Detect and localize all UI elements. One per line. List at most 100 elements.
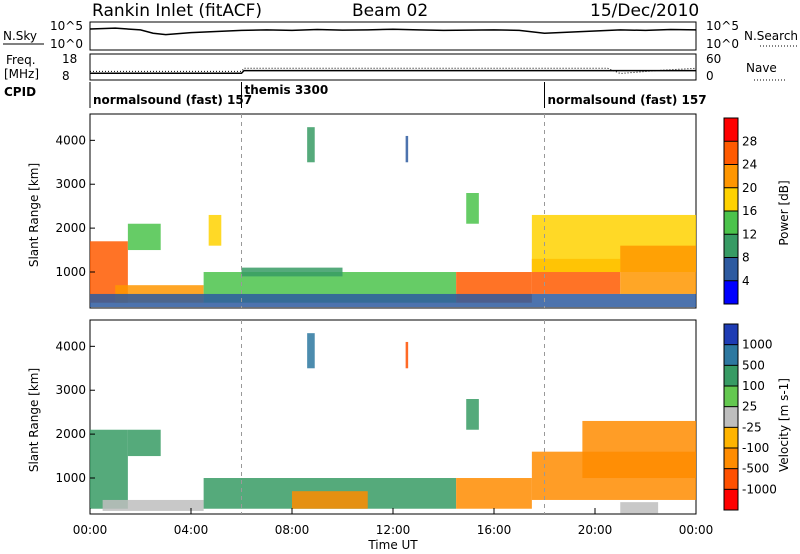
beam-title: Beam 02 <box>352 1 428 21</box>
colorbar-segment <box>724 448 738 469</box>
colorbar-segment <box>724 427 738 448</box>
colorbar-frame <box>723 323 739 511</box>
colorbar-tick-label: 12 <box>742 227 757 241</box>
colorbar-segment <box>724 344 738 366</box>
colorbar-tick-label: 100 <box>742 379 765 393</box>
velocity-y-axis-label: Slant Range [km] <box>27 368 41 472</box>
colorbar-segment <box>724 468 738 490</box>
colorbar-segment <box>724 118 738 142</box>
station-title: Rankin Inlet (fitACF) <box>92 1 262 21</box>
data-region <box>241 267 343 277</box>
frequency-series-line <box>90 69 696 74</box>
y-tick-label: 3000 <box>55 177 86 191</box>
data-region <box>102 499 204 511</box>
cpid-segment-text: themis 3300 <box>245 83 329 97</box>
colorbar-tick-label: -1000 <box>742 482 777 496</box>
noise-right-tick-top: 10^5 <box>706 19 739 33</box>
nave-tick-top: 60 <box>706 52 721 66</box>
x-tick-label: 04:00 <box>174 523 209 537</box>
cpid-label: CPID <box>4 85 36 99</box>
colorbar-tick-label: 20 <box>742 181 757 195</box>
velocity-colorbar-label: Velocity [m s-1] <box>777 378 791 472</box>
colorbar-segment <box>724 489 738 510</box>
data-region <box>405 341 409 369</box>
colorbar-segment <box>724 257 738 281</box>
nave-tick-bottom: 0 <box>706 69 714 83</box>
x-tick-label: 00:00 <box>73 523 108 537</box>
colorbar-tick-label: 1000 <box>742 338 773 352</box>
colorbar-segment <box>724 211 738 235</box>
x-tick-label: 08:00 <box>275 523 310 537</box>
velocity-panel: 1000 2000 3000 4000 00:00 04:00 08:00 12:00 16:0… <box>27 319 791 552</box>
data-region <box>90 429 128 509</box>
x-tick-label: 00:00 <box>679 523 714 537</box>
data-region <box>466 193 479 224</box>
y-tick-label: 1000 <box>55 265 86 279</box>
data-region <box>90 293 696 308</box>
nsky-series-line <box>89 27 697 36</box>
nave-series-line <box>90 67 697 75</box>
data-region <box>620 502 659 514</box>
power-colorbar-label: Power [dB] <box>777 180 791 245</box>
data-region <box>127 429 161 457</box>
colorbar-tick-label: 500 <box>742 358 765 372</box>
colorbar-tick-label: 8 <box>742 251 750 265</box>
data-region <box>466 399 479 430</box>
noise-left-tick-top: 10^5 <box>50 19 83 33</box>
y-tick-label: 1000 <box>55 471 86 485</box>
colorbar-tick-label: -25 <box>742 420 762 434</box>
colorbar-segment <box>724 280 738 304</box>
noise-right-label: N.Search <box>744 29 798 43</box>
y-tick-label: 4000 <box>55 133 86 147</box>
data-region <box>307 127 315 163</box>
colorbar-tick-label: 25 <box>742 400 757 414</box>
data-region <box>405 135 409 163</box>
data-region <box>620 245 696 294</box>
x-axis-label: Time UT <box>367 538 418 552</box>
colorbar-segment <box>724 386 738 407</box>
colorbar-segment <box>724 324 738 345</box>
noise-left-label: N.Sky <box>3 29 37 43</box>
date-title: 15/Dec/2010 <box>590 1 699 21</box>
colorbar-segment <box>724 141 738 165</box>
y-tick-label: 4000 <box>55 339 86 353</box>
colorbar-segment <box>724 234 738 258</box>
y-tick-label: 2000 <box>55 221 86 235</box>
freq-tick-top: 18 <box>62 52 77 66</box>
nave-label: Nave <box>746 61 777 75</box>
noise-left-tick-bottom: 10^0 <box>50 37 83 51</box>
colorbar-segment <box>724 187 738 211</box>
colorbar-tick-label: 16 <box>742 204 757 218</box>
data-region <box>456 478 532 509</box>
y-tick-label: 3000 <box>55 383 86 397</box>
data-region <box>582 420 696 479</box>
frequency-panel: Freq. [MHz] 18 8 60 0 Nave <box>4 52 785 83</box>
colorbar-tick-label: -500 <box>742 462 769 476</box>
x-tick-label: 20:00 <box>578 523 613 537</box>
colorbar-segment <box>724 365 738 386</box>
freq-unit-label: [MHz] <box>4 67 39 81</box>
cpid-segment-text: normalsound (fast) 157 <box>93 93 252 107</box>
data-region <box>292 491 368 509</box>
freq-tick-bottom: 8 <box>62 69 70 83</box>
data-region <box>307 333 315 369</box>
colorbar-tick-label: -100 <box>742 441 769 455</box>
freq-label: Freq. <box>6 53 36 67</box>
data-region <box>127 223 161 251</box>
colorbar-tick-label: 28 <box>742 134 757 148</box>
y-tick-label: 2000 <box>55 427 86 441</box>
cpid-segment-text: normalsound (fast) 157 <box>548 93 707 107</box>
colorbar-segment <box>724 406 738 428</box>
noise-right-tick-bottom: 10^0 <box>706 37 739 51</box>
power-panel: 1000 2000 3000 4000 Slant Range [km] 28 24 20… <box>27 113 791 309</box>
data-region <box>208 214 222 246</box>
x-tick-label: 12:00 <box>376 523 411 537</box>
noise-panel: N.Sky 10^5 10^0 10^5 10^0 N.Search <box>3 19 798 51</box>
power-y-axis-label: Slant Range [km] <box>27 163 41 267</box>
colorbar-tick-label: 24 <box>742 158 757 172</box>
colorbar-tick-label: 4 <box>742 274 750 288</box>
x-tick-label: 16:00 <box>477 523 512 537</box>
colorbar-segment <box>724 164 738 188</box>
